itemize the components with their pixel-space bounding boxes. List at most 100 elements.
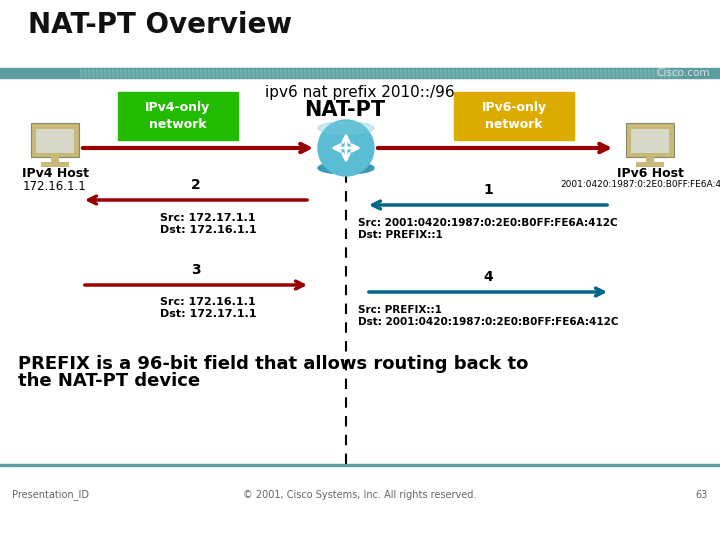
Bar	[552, 69, 554, 77]
Text: Src: 172.16.1.1: Src: 172.16.1.1	[160, 297, 256, 307]
Bar	[432, 69, 434, 77]
Bar	[260, 69, 262, 77]
Bar	[156, 69, 158, 77]
Bar	[136, 69, 138, 77]
Bar	[644, 69, 646, 77]
Bar	[360, 69, 362, 77]
Bar	[440, 69, 442, 77]
Bar	[556, 69, 558, 77]
Bar	[280, 69, 282, 77]
Text: Cisco.com: Cisco.com	[657, 68, 710, 78]
Bar	[232, 69, 234, 77]
Bar	[496, 69, 498, 77]
Bar	[140, 69, 142, 77]
Bar	[324, 69, 326, 77]
Text: Src: 172.17.1.1: Src: 172.17.1.1	[160, 213, 256, 223]
Text: 3: 3	[192, 263, 201, 277]
Text: NAT-PT: NAT-PT	[305, 100, 386, 120]
Bar	[0, 68, 720, 78]
Bar	[31, 123, 79, 157]
Bar	[636, 162, 664, 167]
Bar	[332, 69, 334, 77]
Bar	[624, 69, 626, 77]
Bar	[380, 69, 382, 77]
Text: 1: 1	[483, 183, 493, 197]
Text: ipv6 nat prefix 2010::/96: ipv6 nat prefix 2010::/96	[265, 84, 455, 99]
Bar	[540, 69, 542, 77]
Bar	[368, 69, 370, 77]
Bar	[528, 69, 530, 77]
Bar	[400, 69, 402, 77]
Bar	[516, 69, 518, 77]
Bar	[176, 69, 178, 77]
Bar	[420, 69, 422, 77]
Text: 4: 4	[483, 270, 493, 284]
Bar	[444, 69, 446, 77]
Bar	[220, 69, 222, 77]
Bar	[184, 69, 186, 77]
Bar	[372, 69, 374, 77]
Bar	[412, 69, 414, 77]
Bar	[84, 69, 86, 77]
Bar	[580, 69, 582, 77]
Bar	[544, 69, 546, 77]
Bar	[452, 69, 454, 77]
Bar	[472, 69, 474, 77]
Bar	[584, 69, 586, 77]
Bar	[348, 69, 350, 77]
Bar	[408, 69, 410, 77]
Bar	[248, 69, 250, 77]
Bar	[568, 69, 570, 77]
Text: the NAT-PT device: the NAT-PT device	[18, 372, 200, 390]
Text: © 2001, Cisco Systems, Inc. All rights reserved.: © 2001, Cisco Systems, Inc. All rights r…	[243, 490, 477, 500]
Bar	[0, 464, 720, 466]
Bar	[548, 69, 550, 77]
Bar	[628, 69, 630, 77]
Bar	[484, 69, 486, 77]
Bar	[92, 69, 94, 77]
Bar	[128, 69, 130, 77]
Bar	[120, 69, 122, 77]
Bar	[588, 69, 590, 77]
Bar	[212, 69, 214, 77]
Text: Dst: 172.17.1.1: Dst: 172.17.1.1	[160, 309, 256, 319]
Bar	[268, 69, 270, 77]
Bar	[41, 162, 69, 167]
Bar	[172, 69, 174, 77]
Bar	[168, 69, 170, 77]
Bar	[668, 69, 670, 77]
Text: 172.16.1.1: 172.16.1.1	[23, 180, 87, 193]
Text: 63: 63	[696, 490, 708, 500]
Bar	[592, 69, 594, 77]
Bar	[252, 69, 254, 77]
Ellipse shape	[318, 162, 374, 174]
Bar	[464, 69, 466, 77]
Bar	[376, 69, 378, 77]
Bar	[500, 69, 502, 77]
Text: NAT-PT Overview: NAT-PT Overview	[28, 11, 292, 39]
Bar	[300, 69, 302, 77]
Bar	[51, 155, 59, 163]
Bar	[116, 69, 118, 77]
Text: PREFIX is a 96-bit field that allows routing back to: PREFIX is a 96-bit field that allows rou…	[18, 355, 528, 373]
Text: Src: 2001:0420:1987:0:2E0:B0FF:FE6A:412C: Src: 2001:0420:1987:0:2E0:B0FF:FE6A:412C	[358, 218, 618, 228]
Text: Dst: PREFIX::1: Dst: PREFIX::1	[358, 230, 443, 240]
Bar	[616, 69, 618, 77]
Bar	[608, 69, 610, 77]
Bar	[636, 69, 638, 77]
Bar	[396, 69, 398, 77]
Bar	[112, 69, 114, 77]
Text: Presentation_ID: Presentation_ID	[12, 490, 89, 501]
Text: IPv6-only
network: IPv6-only network	[482, 102, 546, 131]
Bar	[672, 69, 674, 77]
Bar	[304, 69, 306, 77]
Bar	[124, 69, 126, 77]
Circle shape	[318, 120, 374, 176]
Bar	[0, 0, 720, 70]
Bar	[536, 69, 538, 77]
Text: Src: PREFIX::1: Src: PREFIX::1	[358, 305, 442, 315]
Bar	[192, 69, 194, 77]
Bar	[676, 69, 678, 77]
Bar	[188, 69, 190, 77]
Bar	[520, 69, 522, 77]
